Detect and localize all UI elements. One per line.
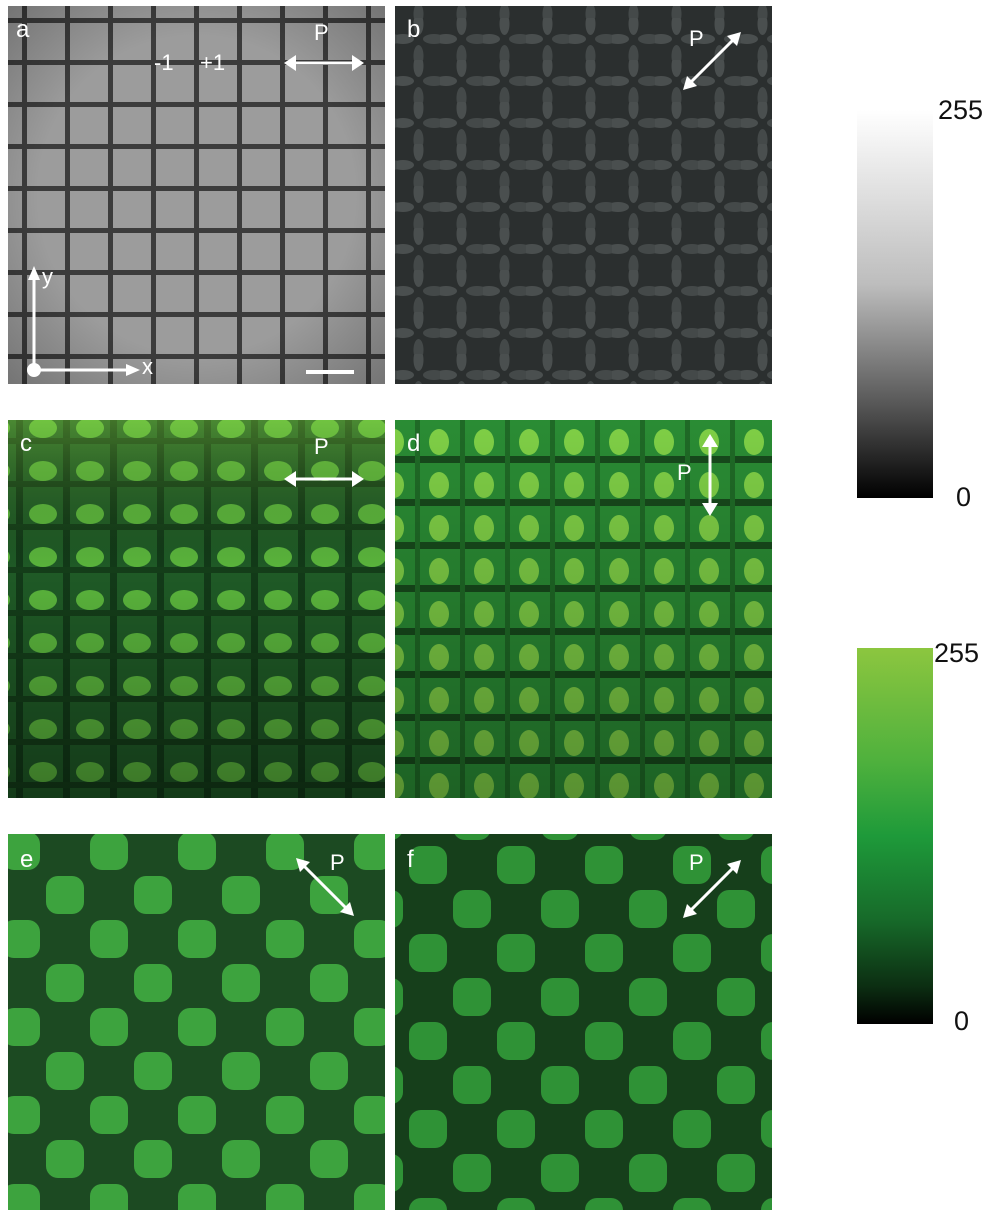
panel-b: b P xyxy=(395,6,772,384)
double-arrow-icon xyxy=(284,471,364,487)
gray-colorbar-min: 0 xyxy=(956,482,972,512)
polarizer-label: P xyxy=(677,460,692,485)
axis-x-label: x xyxy=(142,354,153,379)
polarizer-label: P xyxy=(314,20,329,45)
panel-e-image xyxy=(8,834,385,1210)
panel-a: a P -1 +1 y x xyxy=(8,6,385,384)
gray-colorbar xyxy=(857,110,933,498)
gray-colorbar-max: 255 xyxy=(938,95,984,125)
polarizer-label: P xyxy=(689,26,704,51)
axis-y-label: y xyxy=(42,264,53,289)
panel-e: e P xyxy=(8,834,385,1210)
defect-plus-label: +1 xyxy=(200,50,226,75)
diagonal-double-arrow-icon xyxy=(683,32,741,90)
diagonal-double-arrow-icon xyxy=(683,860,741,918)
panel-b-label: b xyxy=(407,16,421,43)
panel-d-label: d xyxy=(407,430,421,457)
polarizer-label: P xyxy=(330,850,345,875)
polarizer-label: P xyxy=(689,850,704,875)
panel-f: f P xyxy=(395,834,772,1210)
defect-minus-label: -1 xyxy=(154,50,174,75)
panel-f-label: f xyxy=(407,846,414,873)
green-colorbar xyxy=(857,648,933,1024)
green-colorbar-max: 255 xyxy=(934,638,980,668)
panel-e-label: e xyxy=(20,846,34,873)
green-colorbar-min: 0 xyxy=(954,1006,970,1036)
panel-f-image xyxy=(395,834,772,1210)
panel-a-image xyxy=(8,6,385,384)
panel-c: c P xyxy=(8,420,385,798)
diagonal-double-arrow-icon xyxy=(296,858,354,916)
vertical-double-arrow-icon xyxy=(702,434,718,516)
polarizer-label: P xyxy=(314,434,329,459)
panel-c-image xyxy=(8,420,385,798)
panel-c-label: c xyxy=(20,430,32,457)
axes-icon xyxy=(27,266,140,377)
panel-b-image xyxy=(395,6,772,384)
panel-a-label: a xyxy=(16,16,30,43)
double-arrow-icon xyxy=(284,55,364,71)
panel-d: d P xyxy=(395,420,772,798)
scale-bar xyxy=(306,370,354,374)
